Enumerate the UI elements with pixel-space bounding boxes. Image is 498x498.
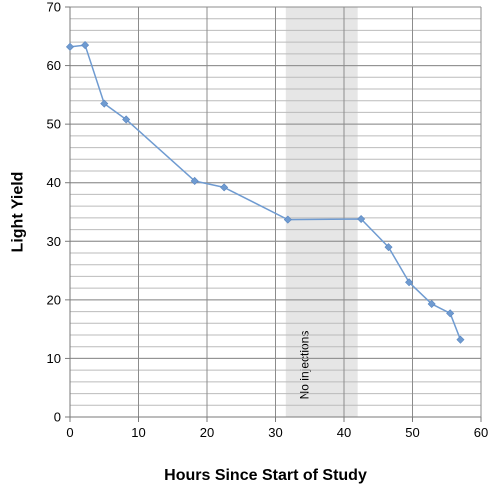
x-tick-label: 10	[131, 425, 145, 440]
y-tick-label: 10	[47, 351, 61, 366]
data-point-marker	[283, 215, 292, 224]
x-tick-label: 30	[268, 425, 282, 440]
data-point-marker	[446, 309, 455, 318]
tick-label-layer: 0 10 20 30 40 50 60 70 0 10 20 30 40 50 60	[47, 0, 489, 440]
annotation-label: No injections	[298, 331, 312, 400]
shaded-region-layer: No injections	[285, 7, 358, 417]
y-tick-label: 20	[47, 292, 61, 307]
x-tick-label: 60	[474, 425, 488, 440]
y-tick-label: 0	[54, 410, 61, 425]
data-point-marker	[405, 278, 414, 287]
data-point-marker	[190, 176, 199, 185]
y-tick-label: 40	[47, 175, 61, 190]
grid-layer	[70, 6, 482, 417]
y-tick-label: 60	[47, 58, 61, 73]
y-tick-label: 70	[47, 0, 61, 15]
data-point-marker	[81, 41, 90, 50]
y-axis-title: Light Yield	[10, 172, 27, 253]
x-tick-label: 0	[66, 425, 73, 440]
data-point-marker	[456, 335, 465, 344]
no-injections-shaded-region	[285, 7, 358, 417]
axis-layer	[65, 6, 482, 422]
x-tick-label: 40	[337, 425, 351, 440]
x-tick-label: 20	[200, 425, 214, 440]
data-point-marker	[65, 42, 75, 51]
data-point-marker	[427, 299, 436, 308]
data-point-marker	[384, 243, 393, 252]
data-point-marker	[100, 99, 109, 108]
y-tick-label: 30	[47, 234, 61, 249]
data-point-marker	[220, 183, 229, 192]
y-tick-label: 50	[47, 117, 61, 132]
data-point-marker	[357, 215, 366, 224]
series-layer	[65, 41, 465, 344]
x-axis-title: Hours Since Start of Study	[164, 467, 367, 484]
data-point-marker	[122, 115, 131, 124]
x-tick-label: 50	[405, 425, 419, 440]
